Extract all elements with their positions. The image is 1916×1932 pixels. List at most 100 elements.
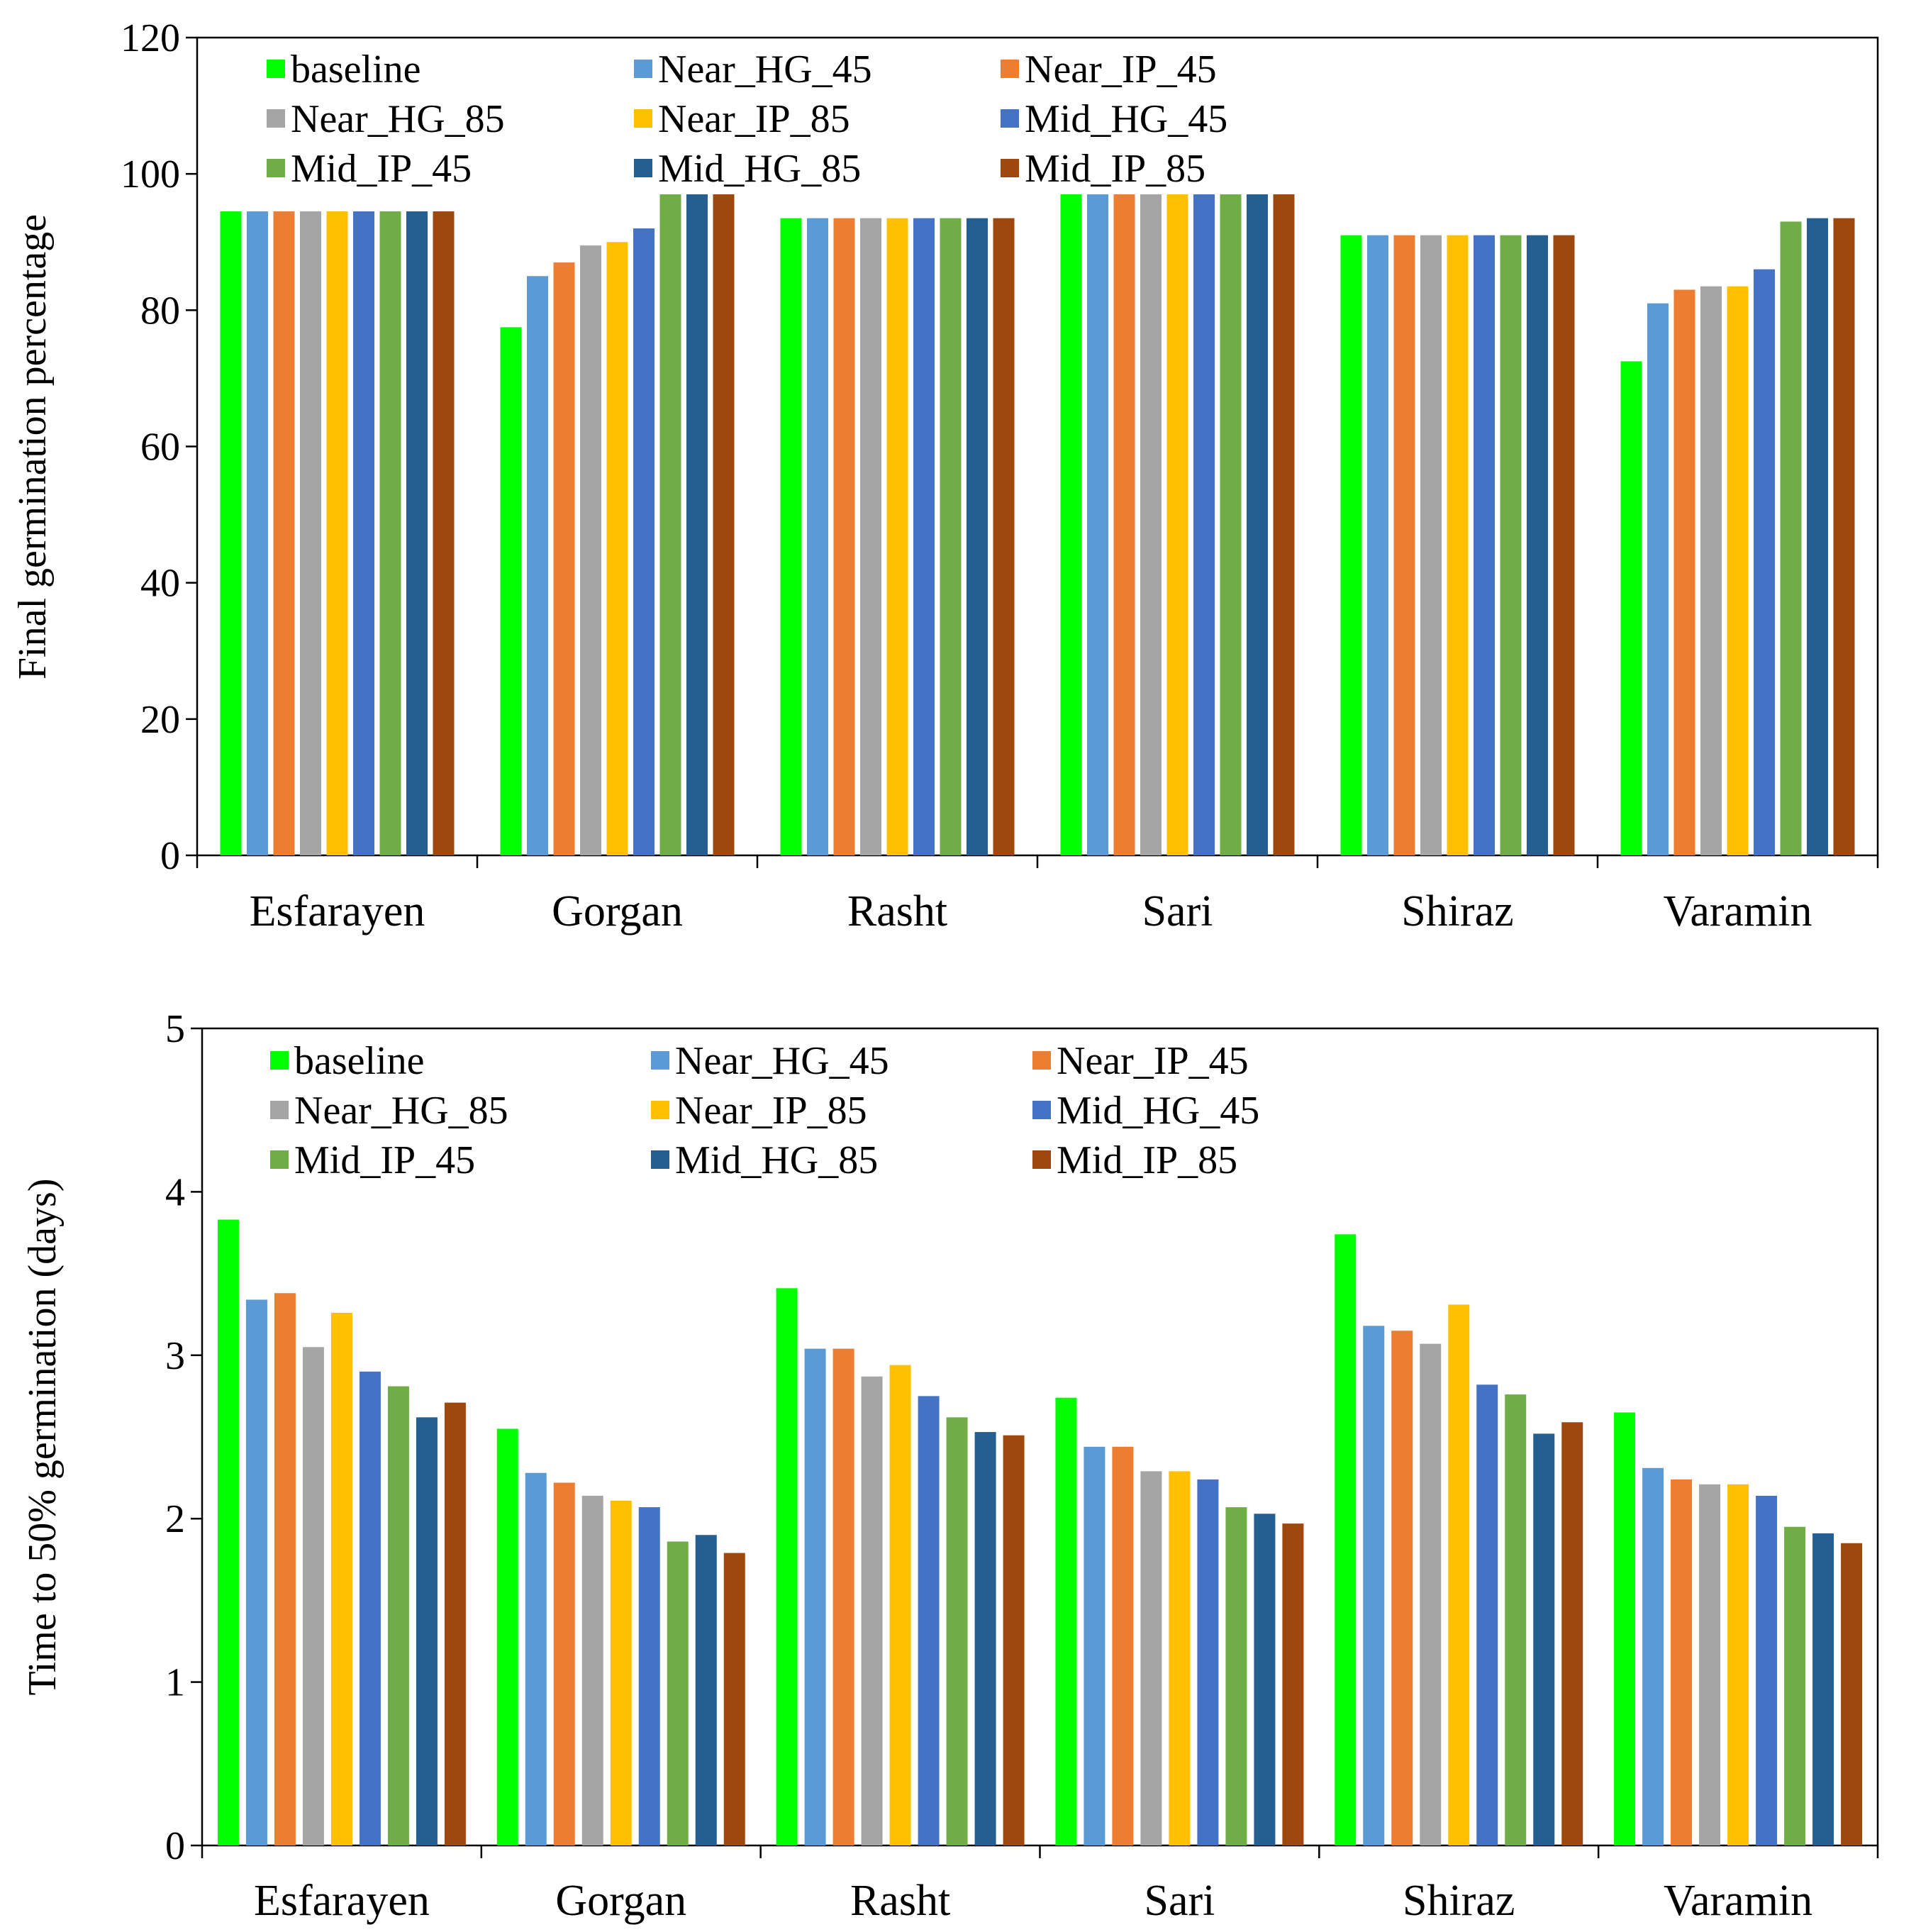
legend-swatch (1032, 1150, 1051, 1169)
bar-mid-ip-85-shiraz (1553, 235, 1575, 855)
legend-swatch (1001, 109, 1019, 128)
bar-mid-ip-85-sari (1273, 194, 1295, 855)
bar-baseline-gorgan (500, 327, 522, 856)
x-tick-label: Shiraz (1401, 887, 1513, 936)
bar-mid-ip-85-rasht (1003, 1435, 1025, 1845)
bar-baseline-esfarayen (217, 1219, 239, 1845)
bar-near-hg-45-gorgan (527, 276, 548, 856)
legend-swatch (270, 1051, 289, 1070)
bar-mid-ip-45-varamin (1780, 221, 1802, 855)
legend-swatch (267, 60, 285, 78)
legend-label: Mid_HG_85 (675, 1138, 878, 1182)
y-tick-label: 4 (165, 1170, 185, 1214)
bar-near-ip-85-shiraz (1447, 235, 1469, 855)
x-tick-label: Esfarayen (254, 1877, 430, 1925)
bar-baseline-shiraz (1340, 235, 1362, 855)
y-tick-label: 80 (140, 289, 180, 333)
bar-near-ip-45-varamin (1671, 1479, 1693, 1845)
bar-near-ip-45-rasht (832, 1348, 854, 1845)
bar-mid-ip-85-esfarayen (444, 1402, 466, 1845)
x-tick-label: Gorgan (552, 887, 683, 936)
bar-near-ip-85-varamin (1727, 1484, 1749, 1845)
bar-near-ip-85-gorgan (606, 242, 628, 855)
legend-swatch (270, 1101, 289, 1119)
bar-mid-hg-85-shiraz (1533, 1433, 1555, 1845)
legend-label: baseline (291, 48, 420, 91)
bar-baseline-varamin (1620, 361, 1642, 855)
bar-near-hg-45-sari (1084, 1446, 1105, 1845)
bar-mid-hg-85-rasht (967, 218, 988, 855)
bar-near-hg-85-esfarayen (302, 1347, 324, 1845)
bar-near-hg-45-esfarayen (247, 211, 268, 855)
legend-swatch (267, 109, 285, 128)
bar-near-hg-85-shiraz (1420, 1343, 1442, 1845)
bar-mid-ip-85-sari (1282, 1523, 1304, 1845)
bar-mid-ip-45-rasht (940, 218, 962, 855)
bar-mid-hg-45-esfarayen (353, 211, 374, 855)
bar-mid-ip-85-shiraz (1561, 1422, 1583, 1845)
bar-baseline-esfarayen (220, 211, 242, 855)
y-axis-label: Time to 50% germination (days) (21, 1179, 65, 1696)
legend-label: Near_HG_45 (675, 1039, 889, 1083)
bar-near-ip-45-esfarayen (273, 211, 295, 855)
y-tick-label: 0 (165, 1824, 185, 1868)
bar-near-ip-85-shiraz (1448, 1304, 1470, 1845)
bar-mid-hg-45-gorgan (638, 1507, 660, 1845)
legend-swatch (1001, 159, 1019, 177)
bar-near-ip-45-shiraz (1391, 1331, 1413, 1845)
bar-near-hg-45-sari (1087, 194, 1108, 855)
bar-mid-ip-45-esfarayen (379, 211, 401, 855)
x-tick-label: Varamin (1664, 1877, 1812, 1925)
bar-mid-hg-85-sari (1247, 194, 1268, 855)
legend-label: Mid_HG_45 (1025, 97, 1227, 141)
bar-baseline-gorgan (496, 1428, 518, 1845)
bar-mid-ip-45-rasht (946, 1417, 968, 1845)
bar-near-hg-45-varamin (1647, 303, 1669, 856)
legend-label: Mid_IP_85 (1057, 1138, 1237, 1182)
y-tick-label: 20 (140, 698, 180, 742)
bar-near-hg-45-shiraz (1363, 1326, 1385, 1845)
bar-mid-ip-85-esfarayen (433, 211, 455, 855)
bar-mid-ip-85-varamin (1841, 1543, 1863, 1845)
bar-near-hg-85-varamin (1700, 286, 1722, 855)
bar-near-ip-45-gorgan (553, 1482, 575, 1845)
bar-mid-hg-85-gorgan (686, 194, 708, 855)
bar-near-ip-85-esfarayen (326, 211, 348, 855)
legend-swatch (651, 1150, 669, 1169)
bar-mid-hg-85-esfarayen (406, 211, 428, 855)
y-tick-label: 0 (160, 834, 180, 878)
bar-near-hg-45-gorgan (525, 1472, 547, 1845)
bar-near-ip-85-gorgan (610, 1500, 632, 1845)
bar-mid-hg-45-esfarayen (359, 1371, 381, 1845)
bar-near-ip-85-sari (1166, 194, 1188, 855)
bar-near-hg-85-esfarayen (300, 211, 321, 855)
x-tick-label: Rasht (850, 1877, 950, 1925)
y-tick-label: 3 (165, 1334, 185, 1378)
legend-label: Mid_IP_45 (294, 1138, 475, 1182)
y-tick-label: 120 (121, 16, 180, 60)
legend-swatch (1032, 1101, 1051, 1119)
bar-near-ip-85-rasht (889, 1365, 911, 1845)
bar-near-hg-85-sari (1140, 194, 1162, 855)
bar-baseline-rasht (776, 1288, 798, 1845)
legend-label: Mid_IP_45 (291, 147, 472, 191)
bar-mid-hg-45-shiraz (1476, 1384, 1498, 1845)
bar-baseline-sari (1055, 1397, 1077, 1845)
bar-mid-ip-45-gorgan (659, 194, 681, 855)
bar-near-ip-85-sari (1169, 1471, 1191, 1845)
bar-near-hg-85-sari (1140, 1471, 1162, 1845)
legend-swatch (1001, 60, 1019, 78)
bar-mid-hg-85-esfarayen (416, 1417, 438, 1845)
x-tick-label: Shiraz (1403, 1877, 1515, 1925)
bar-mid-ip-45-shiraz (1505, 1394, 1527, 1845)
bar-near-ip-85-rasht (886, 218, 908, 855)
bar-near-hg-85-gorgan (581, 1495, 603, 1845)
bar-mid-hg-45-sari (1197, 1479, 1219, 1845)
y-axis-label: Final germination percentage (11, 214, 55, 679)
bar-near-ip-45-varamin (1673, 289, 1695, 856)
bar-mid-hg-45-varamin (1754, 269, 1775, 855)
bar-near-hg-85-rasht (861, 1376, 883, 1845)
bar-near-hg-45-rasht (804, 1348, 826, 1845)
y-tick-label: 1 (165, 1661, 185, 1705)
legend-swatch (634, 159, 652, 177)
